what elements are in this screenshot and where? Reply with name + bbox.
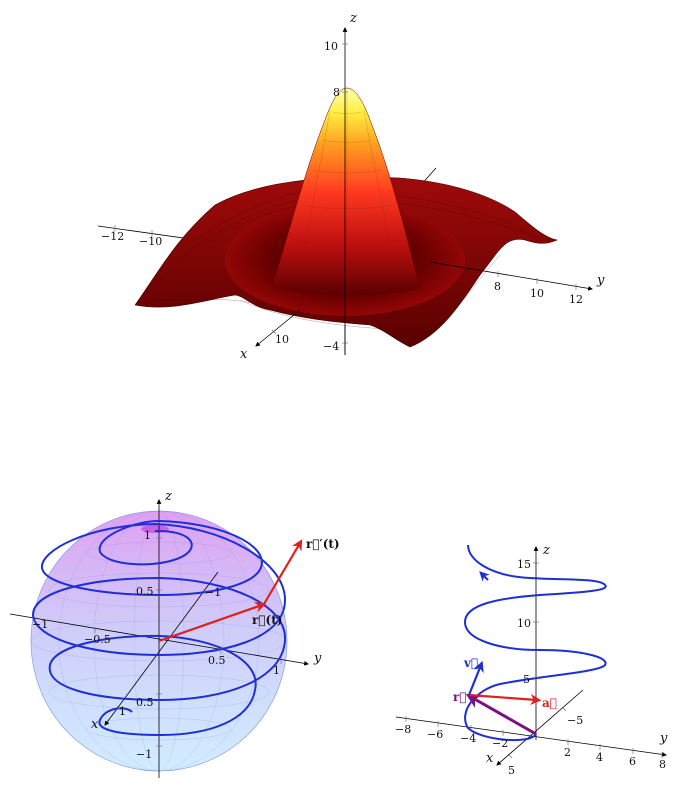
helix-y-axis (395, 716, 667, 757)
surface-z-label: z (349, 11, 357, 26)
helix-a-label: a⃗ (542, 696, 557, 710)
surface-x-axis (255, 309, 301, 347)
sphere-z-tick-1: 1 (144, 529, 151, 542)
helix-y-label: y (659, 731, 668, 746)
surface-y-axis (429, 261, 593, 291)
helix-z-tick-15: 15 (517, 558, 531, 571)
helix-z-tick-10: 10 (517, 617, 531, 630)
sphere-ticks (34, 537, 282, 747)
helix-y-tick-neg4: −4 (460, 732, 476, 745)
surface-z-tick-neg4: −4 (323, 340, 339, 353)
sphere-x-tick-neg1: −1 (205, 586, 221, 599)
helix-curve (463, 544, 607, 741)
surface-plot: −12 −10 8 10 12 10 10 8 −4 z y x (97, 11, 605, 362)
helix-acceleration-vector (468, 693, 542, 706)
helix-z-tick-5: 5 (523, 673, 530, 686)
sphere-z-tick-neg1: −1 (136, 748, 152, 761)
helix-x-label: x (486, 751, 494, 766)
sphere-x-tick-1: 1 (119, 705, 126, 718)
surface-z-tick-10: 10 (324, 40, 338, 53)
surface-y-label: y (596, 273, 605, 288)
helix-ticks (405, 562, 663, 759)
sphere-y-tick-neg1: −1 (32, 618, 48, 631)
helix-x-axis (496, 689, 584, 766)
surface-y-tick-neg10: −10 (139, 235, 162, 248)
sphere-y-label: y (313, 651, 322, 666)
surface-peak (271, 87, 421, 296)
sphere-derivative-label: r⃗′(t) (306, 537, 340, 551)
surface-y-tick-8: 8 (494, 280, 501, 293)
surface-y-tick-neg12: −12 (101, 230, 124, 243)
helix-x-tick-5: 5 (508, 764, 515, 777)
sphere-spiral-curve (31, 519, 287, 737)
sphere-x-label: x (91, 717, 99, 732)
helix-v-label: v⃗ (463, 656, 478, 670)
helix-y-tick-2: 2 (564, 746, 571, 759)
helix-y-tick-neg6: −6 (427, 728, 443, 741)
sphere-z-label: z (164, 489, 172, 504)
helix-y-tick-neg8: −8 (395, 723, 411, 736)
helix-y-tick-neg2: −2 (492, 737, 508, 750)
helix-position-vector (465, 694, 537, 736)
surface-z-tick-8: 8 (333, 86, 340, 99)
surface-ticks (114, 43, 577, 344)
helix-r-label: r⃗ (453, 690, 467, 704)
helix-y-tick-4: 4 (596, 751, 603, 764)
helix-direction-arrow (479, 571, 490, 582)
helix-velocity-vector (467, 660, 484, 696)
sphere-y-axis (9, 613, 309, 666)
sphere-y-tick-05: 0.5 (208, 654, 226, 667)
helix-y-tick-6: 6 (629, 755, 636, 768)
sphere-y-tick-1: 1 (273, 664, 280, 677)
sphere-y-tick-neg05: −0.5 (84, 633, 111, 646)
surface-peak-mesh (291, 88, 403, 293)
sphere-position-vector (158, 601, 267, 643)
sphere-position-label: r⃗(t) (252, 613, 282, 627)
helix-y-tick-8: 8 (659, 758, 666, 771)
surface-x-tick-10: 10 (275, 333, 289, 346)
helix-plot: 15 10 5 −8 −6 −4 −2 2 4 6 8 5 −5 z y x v… (395, 543, 668, 777)
surface-x-label: x (240, 347, 248, 362)
surface-y-tick-12: 12 (569, 293, 583, 306)
sphere-z-tick-05-lower: 0.5 (136, 696, 154, 709)
helix-x-tick-neg5: −5 (567, 714, 583, 727)
sphere-derivative-vector (263, 539, 303, 605)
sphere-z-tick-05: 0.5 (136, 585, 154, 598)
helix-z-label: z (542, 543, 550, 558)
sphere-plot: 1 0.5 0.5 −1 −1 1 −0.5 0.5 1 −1 z y x r⃗… (9, 489, 340, 778)
surface-y-tick-10: 10 (530, 287, 544, 300)
